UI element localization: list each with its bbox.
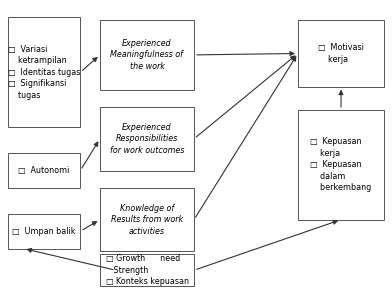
Text: □  Variasi
    ketrampilan
□  Identitas tugas
□  Signifikansi
    tugas: □ Variasi ketrampilan □ Identitas tugas … xyxy=(8,45,80,100)
Text: Knowledge of
Results from work
activities: Knowledge of Results from work activitie… xyxy=(111,204,183,236)
FancyBboxPatch shape xyxy=(100,188,194,251)
FancyBboxPatch shape xyxy=(8,17,80,127)
Text: □  Motivasi
    kerja: □ Motivasi kerja xyxy=(318,43,364,64)
FancyBboxPatch shape xyxy=(298,110,384,220)
Text: □  Kepuasan
    kerja
□  Kepuasan
    dalam
    berkembang: □ Kepuasan kerja □ Kepuasan dalam berkem… xyxy=(310,137,372,192)
FancyBboxPatch shape xyxy=(298,20,384,87)
FancyBboxPatch shape xyxy=(8,214,80,249)
FancyBboxPatch shape xyxy=(100,20,194,90)
Text: Experienced
Responsibilities
for work outcomes: Experienced Responsibilities for work ou… xyxy=(110,123,184,155)
Text: □  Autonomi: □ Autonomi xyxy=(18,166,70,175)
Text: □  Umpan balik: □ Umpan balik xyxy=(13,227,76,236)
FancyBboxPatch shape xyxy=(8,153,80,188)
Text: Experienced
Meaningfulness of
the work: Experienced Meaningfulness of the work xyxy=(111,39,183,71)
Text: □ Growth      need
   Strength
□ Konteks kepuasan: □ Growth need Strength □ Konteks kepuasa… xyxy=(105,254,189,286)
FancyBboxPatch shape xyxy=(100,254,194,286)
FancyBboxPatch shape xyxy=(100,107,194,171)
